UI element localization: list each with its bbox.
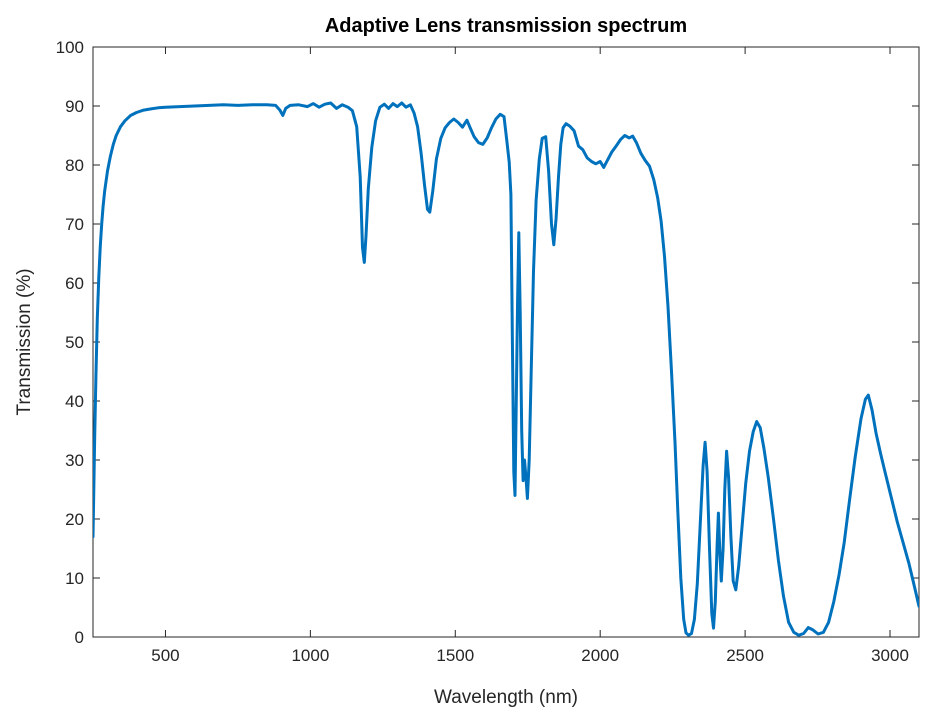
y-tick-label: 20 xyxy=(65,510,84,529)
x-tick-label: 2000 xyxy=(581,646,619,665)
y-tick-label: 10 xyxy=(65,569,84,588)
axis-ticks: 500 1000 1500 2000 2500 3000 0 10 20 30 40 50 60 70 80… xyxy=(56,38,919,665)
y-tick-label: 30 xyxy=(65,451,84,470)
x-tick-label: 2500 xyxy=(726,646,764,665)
data-series xyxy=(93,101,919,637)
y-tick-label: 60 xyxy=(65,274,84,293)
x-tick-label: 1500 xyxy=(436,646,474,665)
y-tick-label: 90 xyxy=(65,97,84,116)
y-tick-label: 40 xyxy=(65,392,84,411)
y-tick-label: 100 xyxy=(56,38,84,57)
x-axis-label: Wavelength (nm) xyxy=(434,687,578,708)
x-tick-label: 1000 xyxy=(291,646,329,665)
y-tick-label: 50 xyxy=(65,333,84,352)
y-axis-label: Transmission (%) xyxy=(14,268,35,415)
x-tick-label: 3000 xyxy=(871,646,909,665)
y-tick-label: 0 xyxy=(75,628,84,647)
chart-title: Adaptive Lens transmission spectrum xyxy=(325,15,687,37)
y-tick-label: 70 xyxy=(65,215,84,234)
y-tick-label: 80 xyxy=(65,156,84,175)
transmission-line xyxy=(93,101,919,637)
x-tick-label: 500 xyxy=(151,646,179,665)
